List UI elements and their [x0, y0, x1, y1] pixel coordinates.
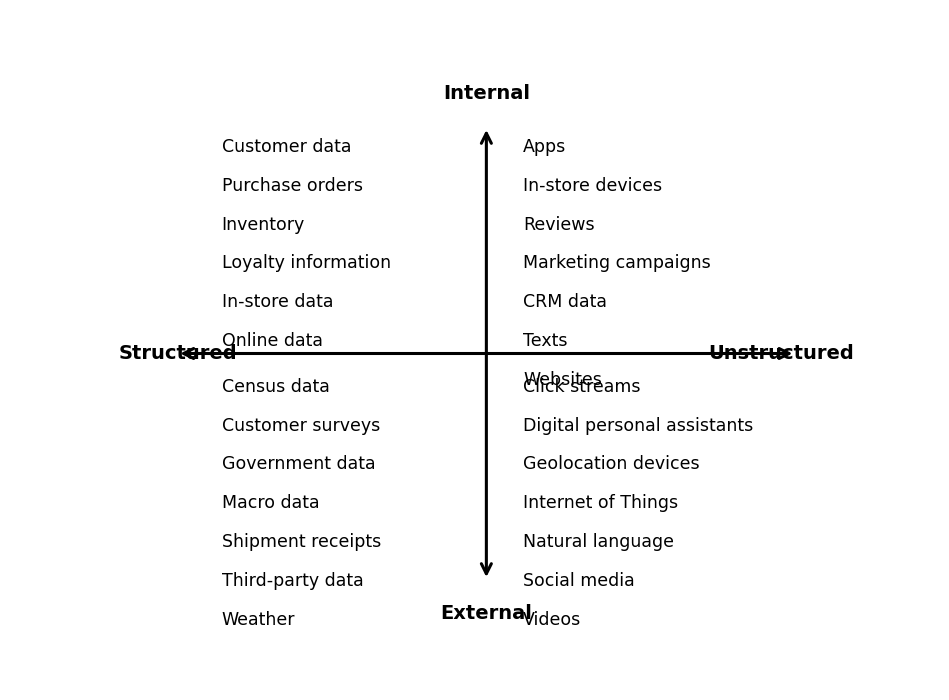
Text: Websites: Websites	[523, 371, 602, 388]
Text: External: External	[440, 604, 532, 623]
Text: Shipment receipts: Shipment receipts	[221, 533, 381, 551]
Text: Government data: Government data	[221, 456, 375, 473]
Text: Geolocation devices: Geolocation devices	[523, 456, 699, 473]
Text: Customer data: Customer data	[221, 138, 351, 156]
Text: Apps: Apps	[523, 138, 567, 156]
Text: Inventory: Inventory	[221, 216, 305, 234]
Text: Social media: Social media	[523, 572, 635, 590]
Text: In-store data: In-store data	[221, 293, 333, 311]
Text: Videos: Videos	[523, 610, 582, 629]
Text: Unstructured: Unstructured	[708, 344, 854, 363]
Text: Loyalty information: Loyalty information	[221, 254, 391, 272]
Text: Click streams: Click streams	[523, 378, 641, 395]
Text: Natural language: Natural language	[523, 533, 674, 551]
Text: Macro data: Macro data	[221, 494, 319, 512]
Text: Online data: Online data	[221, 332, 323, 350]
Text: Purchase orders: Purchase orders	[221, 176, 363, 195]
Text: Reviews: Reviews	[523, 216, 595, 234]
Text: Third-party data: Third-party data	[221, 572, 363, 590]
Text: In-store devices: In-store devices	[523, 176, 662, 195]
Text: Internet of Things: Internet of Things	[523, 494, 679, 512]
Text: CRM data: CRM data	[523, 293, 607, 311]
Text: Census data: Census data	[221, 378, 329, 395]
Text: Customer surveys: Customer surveys	[221, 416, 380, 435]
Text: Marketing campaigns: Marketing campaigns	[523, 254, 711, 272]
Text: Structured: Structured	[119, 344, 237, 363]
Text: Weather: Weather	[221, 610, 295, 629]
Text: Digital personal assistants: Digital personal assistants	[523, 416, 754, 435]
Text: Internal: Internal	[443, 84, 530, 103]
Text: Texts: Texts	[523, 332, 568, 350]
